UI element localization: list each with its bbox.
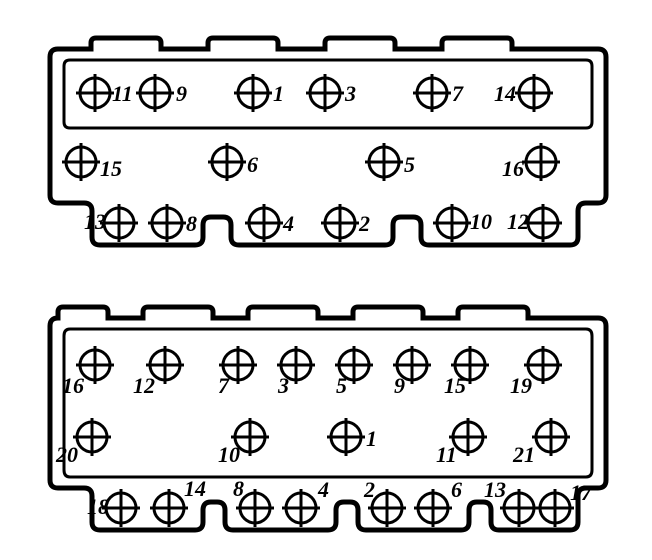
bolt-top-3: 3 xyxy=(306,74,356,112)
bolt-top-14: 14 xyxy=(494,74,553,112)
bolt-top-1: 1 xyxy=(234,74,284,112)
bolt-bot-3-label: 3 xyxy=(277,373,289,398)
bolt-top-5: 5 xyxy=(365,143,415,181)
bolt-bot-5: 5 xyxy=(335,346,373,398)
bolt-top-13-label: 13 xyxy=(84,209,106,234)
bolt-top-10-label: 10 xyxy=(470,209,492,234)
bolt-bot-1-label: 1 xyxy=(366,426,377,451)
bolt-bot-1: 1 xyxy=(327,418,377,456)
bolt-top-9: 9 xyxy=(136,74,187,112)
bolt-bot-5-label: 5 xyxy=(336,373,347,398)
part-top: 11913714156516138421012 xyxy=(50,38,606,245)
bolt-top-4: 4 xyxy=(245,204,294,242)
bolt-top-7: 7 xyxy=(413,74,464,112)
bolt-top-2: 2 xyxy=(321,204,370,242)
bolt-bot-11: 11 xyxy=(436,418,487,467)
bolt-bot-16-label: 16 xyxy=(62,373,84,398)
bolt-top-11: 11 xyxy=(76,74,133,112)
bolt-bot-8: 8 xyxy=(233,476,274,527)
bolt-top-1-label: 1 xyxy=(273,81,284,106)
bolt-bot-12-label: 12 xyxy=(133,373,155,398)
bolt-bot-20-label: 20 xyxy=(55,442,78,467)
bolt-top-4-label: 4 xyxy=(282,211,294,236)
bolt-bot-21-label: 21 xyxy=(512,442,535,467)
bolt-top-6: 6 xyxy=(208,143,258,181)
bolt-bot-14: 14 xyxy=(150,476,206,527)
bolt-bot-13-label: 13 xyxy=(484,477,506,502)
bolt-top-15: 15 xyxy=(62,143,122,181)
bolt-bot-7-label: 7 xyxy=(218,373,230,398)
bolt-top-3-label: 3 xyxy=(344,81,356,106)
bolt-bot-9-label: 9 xyxy=(394,373,405,398)
bolt-bot-17: 17 xyxy=(536,480,593,527)
bolt-bot-2-label: 2 xyxy=(363,477,375,502)
bolt-top-11-label: 11 xyxy=(112,81,133,106)
bolt-bot-15: 15 xyxy=(444,346,489,398)
bolt-bot-10: 10 xyxy=(218,418,269,467)
bolt-bot-12: 12 xyxy=(133,346,184,398)
bolt-bot-2: 2 xyxy=(363,477,406,527)
bolt-top-8-label: 8 xyxy=(186,211,197,236)
bolt-bot-6-label: 6 xyxy=(451,477,462,502)
bolt-bot-4: 4 xyxy=(282,477,329,527)
bolt-bot-7: 7 xyxy=(218,346,257,398)
bolt-bot-19-label: 19 xyxy=(510,373,532,398)
bolt-top-16-label: 16 xyxy=(502,156,524,181)
bolt-top-6-label: 6 xyxy=(247,152,258,177)
bolt-bot-11-label: 11 xyxy=(436,442,457,467)
bolt-top-12: 12 xyxy=(507,204,562,242)
bolt-top-7-label: 7 xyxy=(452,81,464,106)
bolt-top-2-label: 2 xyxy=(358,211,370,236)
bolt-bot-18: 18 xyxy=(87,489,140,527)
bolt-bot-16: 16 xyxy=(62,346,114,398)
bolt-bot-6: 6 xyxy=(414,477,462,527)
bolt-bot-18-label: 18 xyxy=(87,494,109,519)
part-bottom: 161273591519201011121181484261317 xyxy=(50,307,606,530)
bolt-bot-3: 3 xyxy=(277,346,315,398)
bolt-top-9-label: 9 xyxy=(176,81,187,106)
bolt-top-16: 16 xyxy=(502,143,560,181)
bolt-top-10: 10 xyxy=(433,204,492,242)
bolt-bot-21: 21 xyxy=(512,418,570,467)
bolt-top-8: 8 xyxy=(148,204,197,242)
bolt-top-14-label: 14 xyxy=(494,81,516,106)
bolt-bot-19: 19 xyxy=(510,346,562,398)
bolt-bot-14-label: 14 xyxy=(184,476,206,501)
bolt-bot-17-label: 17 xyxy=(570,480,593,505)
bolt-sequence-diagram: 1191371415651613842101216127359151920101… xyxy=(0,0,652,560)
bolt-bot-9: 9 xyxy=(393,346,431,398)
bolt-bot-15-label: 15 xyxy=(444,373,466,398)
bolt-bot-10-label: 10 xyxy=(218,442,240,467)
bolt-top-5-label: 5 xyxy=(404,152,415,177)
bolt-bot-4-label: 4 xyxy=(317,477,329,502)
bolt-bot-8-label: 8 xyxy=(233,476,244,501)
bolt-top-12-label: 12 xyxy=(507,209,529,234)
bolt-top-15-label: 15 xyxy=(100,156,122,181)
